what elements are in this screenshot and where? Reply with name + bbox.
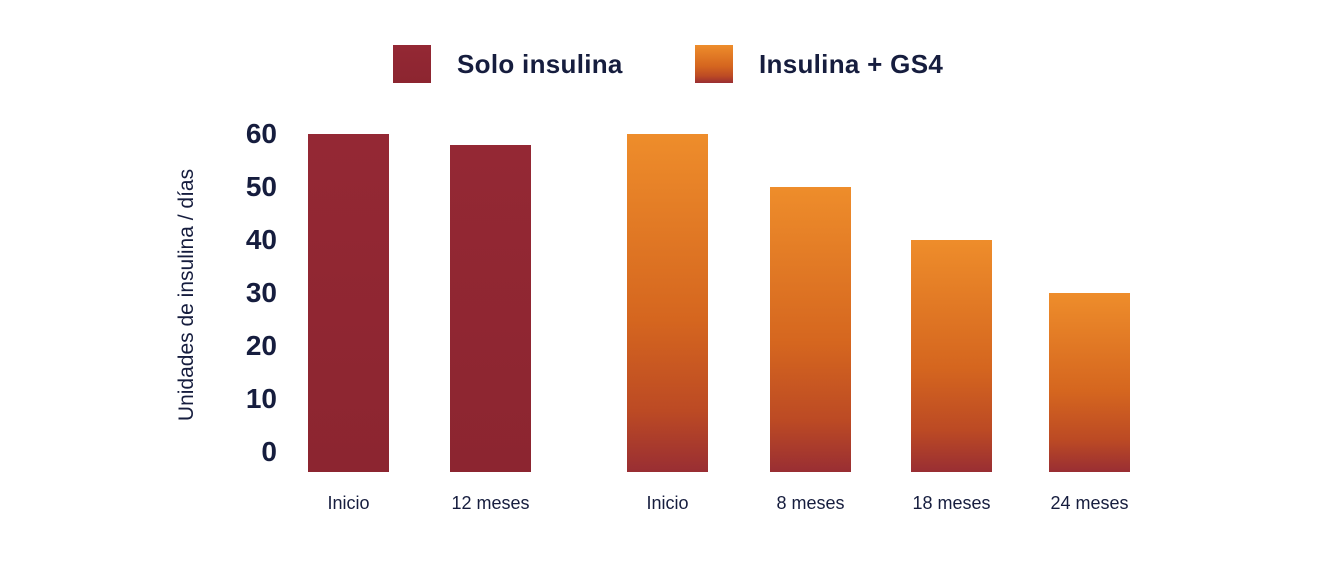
legend-swatch-solo-insulina — [393, 45, 431, 83]
legend-item-solo-insulina: Solo insulina — [393, 44, 623, 84]
y-tick-label: 50 — [245, 171, 277, 202]
x-tick-label: 24 meses — [1050, 493, 1129, 513]
bar-solo-insulina-inicio — [308, 134, 389, 472]
y-tick-label: 40 — [245, 224, 277, 255]
x-tick-label: 8 meses — [776, 493, 845, 513]
y-tick-label: 10 — [245, 383, 277, 414]
y-tick-label: 60 — [245, 118, 277, 149]
bar-insulina-gs4-inicio — [627, 134, 708, 472]
x-tick-label: 18 meses — [912, 493, 991, 513]
x-tick-label: Inicio — [327, 493, 370, 513]
y-tick-label: 20 — [245, 330, 277, 361]
legend-item-insulina-gs4: Insulina + GS4 — [695, 44, 943, 84]
y-tick-label: 30 — [245, 277, 277, 308]
bar-insulina-gs4-24-meses — [1049, 293, 1130, 472]
bar-insulina-gs4-18-meses — [911, 240, 992, 472]
x-tick-label: Inicio — [646, 493, 689, 513]
legend-label-solo-insulina: Solo insulina — [457, 48, 623, 79]
y-tick-label: 0 — [261, 436, 277, 467]
legend-label-insulina-gs4: Insulina + GS4 — [759, 48, 944, 79]
bar-solo-insulina-12-meses — [450, 144, 531, 472]
legend-swatch-insulina-gs4 — [695, 45, 733, 83]
x-tick-label: 12 meses — [451, 493, 530, 513]
bar-insulina-gs4-8-meses — [770, 187, 851, 472]
